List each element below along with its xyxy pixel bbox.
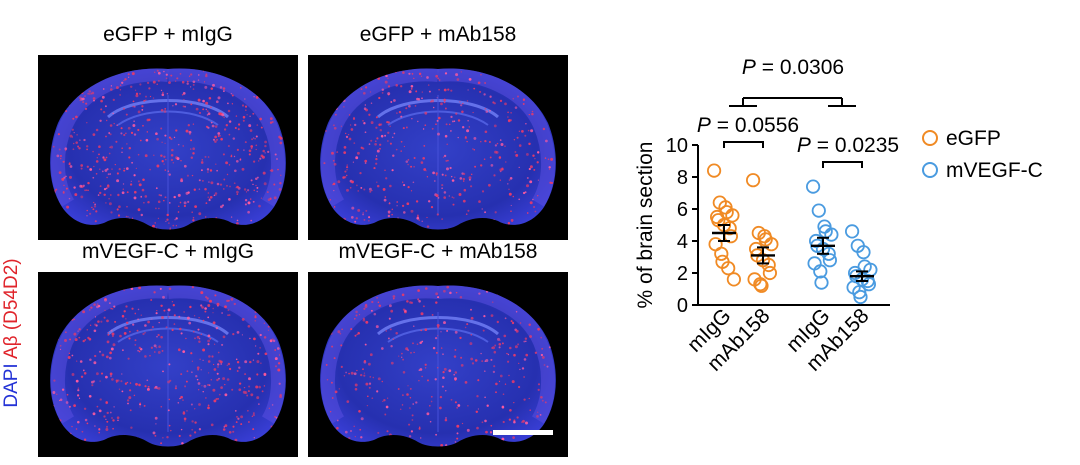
data-point	[754, 278, 769, 293]
data-point	[762, 265, 777, 281]
significance-bracket	[742, 97, 843, 106]
stain-label-dapi: DAPI	[1, 363, 22, 408]
legend-marker	[922, 162, 938, 178]
y-tick-label: 2	[677, 263, 688, 285]
brain-section	[320, 285, 556, 447]
y-tick-label: 4	[677, 231, 688, 253]
brain-section	[50, 68, 286, 230]
data-point	[813, 264, 828, 279]
p-value-label: P = 0.0235	[797, 134, 899, 157]
data-point	[856, 245, 871, 260]
data-point	[822, 253, 837, 268]
data-point	[725, 208, 740, 223]
data-point	[707, 163, 722, 178]
data-point	[814, 275, 829, 290]
data-point	[853, 289, 868, 305]
data-point	[824, 227, 839, 242]
significance-bracket	[822, 161, 863, 168]
panel-title-mvegfc-migg: mVEGF-C + mIgG	[81, 240, 255, 263]
data-point	[726, 272, 741, 287]
data-point	[764, 237, 779, 252]
panel-title-egfp-migg: eGFP + mIgG	[103, 23, 233, 46]
data-point	[806, 179, 821, 194]
data-point	[753, 277, 768, 292]
stain-label: DAPI Aβ (D54D2)	[1, 243, 23, 423]
y-tick-label: 6	[677, 199, 688, 221]
y-tick-label: 0	[677, 295, 688, 317]
stain-label-abeta: Aβ (D54D2)	[1, 258, 22, 360]
data-point	[721, 261, 736, 276]
data-point	[761, 257, 776, 273]
significance-bracket	[723, 141, 764, 148]
y-tick-label: 8	[677, 167, 688, 189]
panel-title-mvegfc-mab158: mVEGF-C + mAb158	[338, 240, 538, 263]
data-point	[746, 173, 761, 188]
p-value-label: P = 0.0556	[697, 114, 799, 137]
data-point	[714, 246, 729, 261]
micrograph-mvegfc-mab158	[308, 272, 568, 457]
panel-title-egfp-mab158: eGFP + mAb158	[359, 23, 517, 46]
micrograph-mvegfc-migg	[38, 272, 298, 457]
legend-label: mVEGF-C	[946, 159, 1043, 182]
data-point	[845, 224, 860, 239]
data-point	[861, 277, 876, 292]
brain-section	[320, 68, 556, 230]
micrograph-egfp-mab158	[308, 55, 568, 240]
legend-marker	[922, 130, 938, 146]
p-value-label: P = 0.0306	[742, 56, 844, 79]
y-tick-label: 10	[666, 135, 688, 157]
micrograph-egfp-migg	[38, 55, 298, 240]
y-axis-label: % of brain section	[634, 142, 657, 309]
legend-label: eGFP	[946, 127, 1001, 150]
brain-section	[50, 285, 286, 447]
data-point	[811, 203, 826, 218]
